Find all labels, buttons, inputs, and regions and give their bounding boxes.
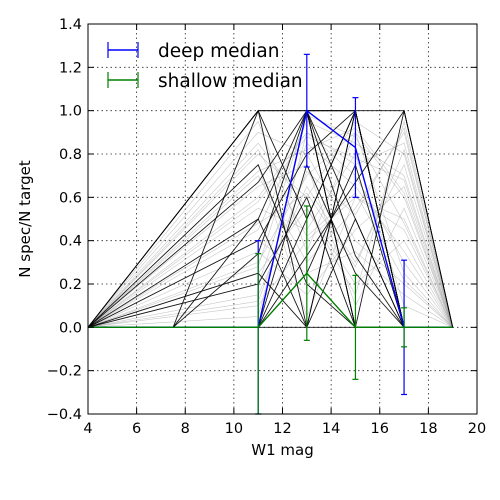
y-tick-label: 1.2 (59, 60, 82, 76)
individual-gray-line (88, 148, 453, 328)
individual-gray-line (88, 127, 453, 328)
x-tick-label: 12 (273, 421, 291, 437)
individual-gray-line (88, 164, 453, 328)
legend-label: shallow median (158, 71, 303, 92)
x-tick-labels: 4 6 8 10 12 14 16 18 20 (83, 421, 486, 437)
y-tick-label: 0.6 (59, 190, 82, 206)
x-tick-label: 20 (468, 421, 486, 437)
x-tick-label: 6 (132, 421, 141, 437)
x-tick-label: 4 (83, 421, 92, 437)
individual-gray-line (88, 149, 453, 328)
y-tick-labels: −0.4 −0.2 0.0 0.2 0.4 0.6 0.8 1.0 1.2 1.4 (47, 17, 82, 423)
y-tick-label: 0.4 (59, 234, 82, 250)
x-tick-label: 8 (181, 421, 190, 437)
legend-label: deep median (158, 41, 279, 62)
individual-gray-line (88, 131, 453, 328)
y-tick-label: −0.4 (47, 407, 82, 423)
legend: deep median shallow median (107, 41, 303, 92)
x-tick-label: 18 (419, 421, 437, 437)
individual-gray-line (88, 114, 453, 328)
individual-gray-line (88, 142, 453, 328)
y-tick-label: 0.8 (59, 147, 82, 163)
individual-gray-line (88, 127, 453, 328)
median-line (88, 272, 453, 328)
y-tick-label: 0.0 (59, 320, 82, 336)
axis-ticks (87, 23, 478, 415)
individual-gray-line (88, 131, 453, 328)
individual-gray-line (88, 131, 453, 328)
individual-gray-line (88, 120, 453, 328)
y-tick-label: −0.2 (47, 364, 82, 380)
x-tick-label: 10 (225, 421, 243, 437)
x-axis-label: W1 mag (251, 441, 313, 459)
y-tick-label: 1.0 (59, 104, 82, 120)
y-tick-label: 0.2 (59, 277, 82, 293)
x-tick-label: 16 (371, 421, 389, 437)
individual-gray-line (88, 136, 453, 328)
y-axis-label: N spec/N target (16, 160, 34, 278)
median-series (88, 109, 453, 328)
y-tick-label: 1.4 (59, 17, 82, 33)
individual-gray-line (88, 163, 453, 328)
x-tick-label: 14 (322, 421, 340, 437)
